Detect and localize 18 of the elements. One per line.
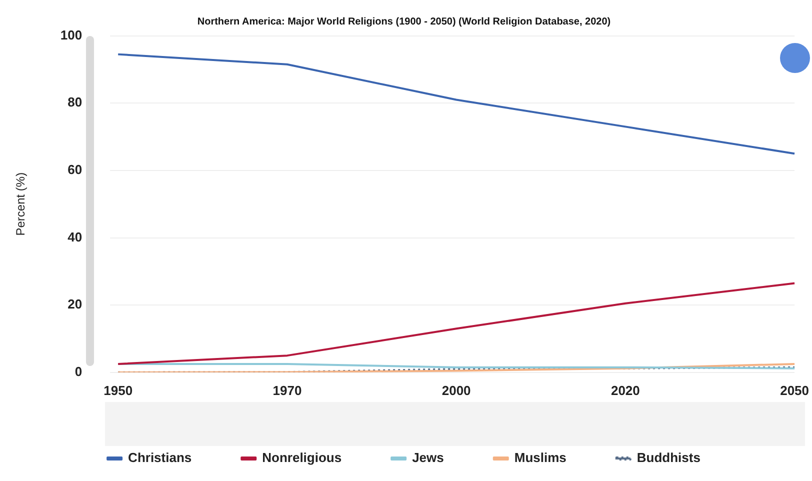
x-tick-label: 1950 bbox=[104, 382, 133, 398]
y-tick-label: 20 bbox=[68, 296, 82, 312]
legend-label: Jews bbox=[412, 450, 444, 466]
chart-title: Northern America: Major World Religions (1900 - 2050) (World Religion Database, 2020) bbox=[197, 16, 611, 28]
legend-label: Christians bbox=[128, 450, 192, 466]
x-tick-label: 2050 bbox=[780, 382, 809, 398]
x-tick-label: 2000 bbox=[442, 382, 471, 398]
x-tick-label: 2020 bbox=[610, 382, 640, 398]
y-tick-label: 40 bbox=[68, 229, 82, 244]
legend-label: Muslims bbox=[514, 450, 566, 466]
y-tick-label: 0 bbox=[74, 364, 82, 379]
x-tick-label: 1970 bbox=[272, 382, 302, 398]
y-tick-label: 100 bbox=[60, 27, 82, 42]
y-axis-title: Percent (%) bbox=[14, 172, 28, 236]
y-tick-label: 60 bbox=[68, 162, 82, 178]
legend-label: Nonreligious bbox=[262, 450, 342, 466]
legend-label: Buddhists bbox=[636, 450, 700, 466]
y-tick-label: 80 bbox=[68, 94, 82, 110]
